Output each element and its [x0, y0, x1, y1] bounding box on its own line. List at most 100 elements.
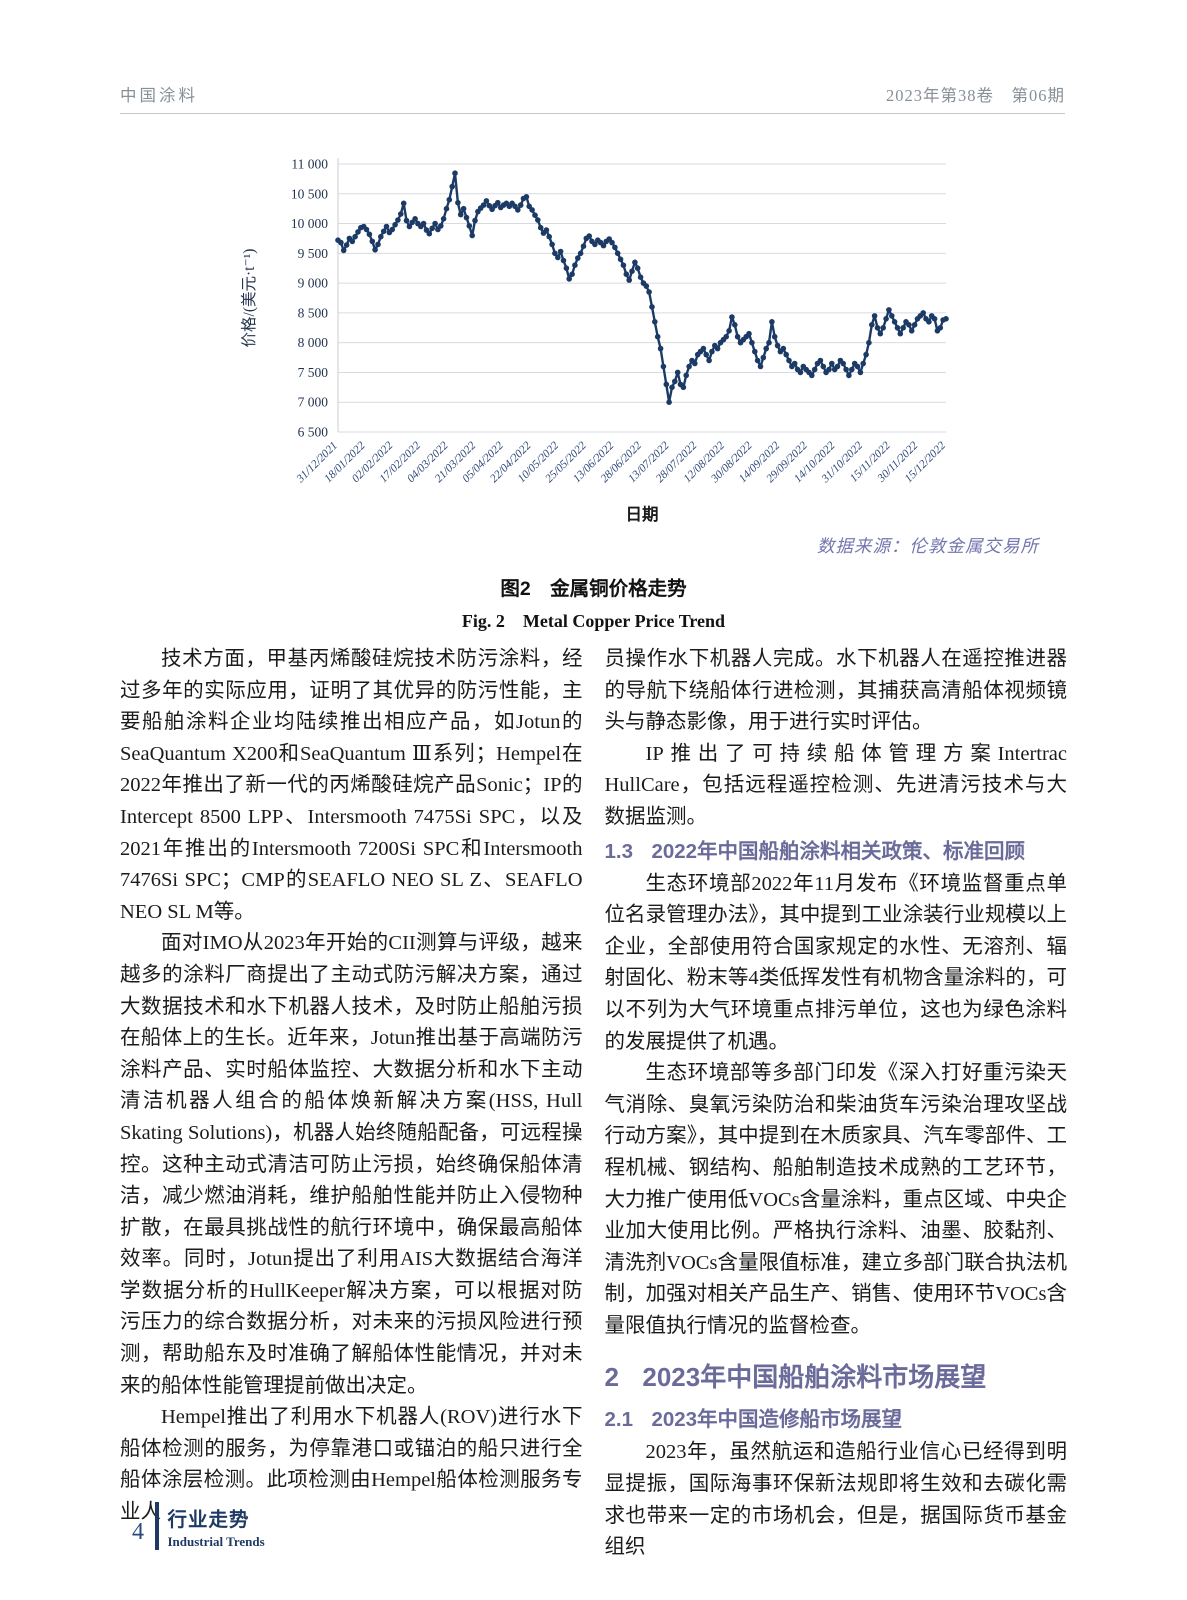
y-tick-label: 7 000 — [298, 395, 329, 410]
data-point — [555, 254, 561, 261]
data-point — [766, 339, 772, 346]
data-point — [532, 212, 538, 218]
data-point — [791, 360, 798, 367]
y-tick-label: 10 500 — [291, 186, 328, 201]
y-tick-label: 10 000 — [291, 216, 328, 231]
data-point — [700, 345, 707, 352]
data-point — [729, 314, 735, 320]
data-point — [854, 363, 861, 370]
footer-divider-bar — [155, 1502, 159, 1550]
data-point — [723, 333, 729, 340]
data-point — [860, 360, 866, 367]
data-point — [709, 348, 715, 355]
data-point — [891, 319, 898, 325]
data-point — [432, 220, 438, 227]
figure-block: 6 500 7 000 7 500 8 000 8 500 9 000 9 500 10 00… — [120, 148, 1067, 633]
data-point — [363, 226, 370, 233]
data-point — [857, 369, 864, 376]
data-point — [634, 265, 641, 271]
heading-text: 2023年中国船舶涂料市场展望 — [642, 1362, 987, 1393]
data-point — [626, 277, 632, 283]
data-point — [523, 194, 530, 200]
data-point — [340, 247, 347, 254]
data-point — [460, 205, 467, 212]
data-point — [672, 378, 678, 385]
data-point — [629, 268, 635, 274]
data-point — [426, 230, 433, 237]
data-point — [809, 372, 815, 379]
data-point — [569, 271, 575, 277]
y-tick-label: 7 500 — [298, 365, 329, 380]
data-point — [378, 233, 384, 240]
data-point — [549, 241, 555, 248]
data-point — [894, 325, 901, 331]
data-point — [680, 384, 687, 391]
data-point — [883, 316, 889, 322]
data-point — [897, 330, 904, 337]
data-point — [843, 366, 849, 373]
data-point — [937, 325, 944, 331]
data-point — [632, 259, 638, 266]
data-point — [760, 354, 767, 361]
data-point — [352, 233, 358, 240]
data-point — [563, 265, 570, 271]
data-point — [400, 200, 407, 207]
data-point — [395, 217, 401, 223]
paragraph: 生态环境部2022年11月发布《环境监督重点单位名录管理办法》，其中提到工业涂装… — [604, 872, 1068, 1053]
data-point — [466, 223, 473, 229]
data-point — [769, 319, 775, 325]
data-point — [811, 366, 818, 373]
copper-price-chart: 6 500 7 000 7 500 8 000 8 500 9 000 9 500 10 00… — [230, 148, 992, 535]
data-point — [686, 363, 692, 370]
data-point — [620, 262, 627, 268]
data-point — [392, 221, 398, 228]
data-point — [495, 199, 501, 206]
price-series-line — [336, 172, 948, 404]
data-point — [726, 328, 732, 334]
data-point — [537, 224, 544, 231]
data-point — [920, 310, 926, 316]
data-point — [649, 304, 655, 310]
paragraph: IP推出了可持续船体管理方案Intertrac HullCare，包括远程遥控检… — [604, 742, 1068, 828]
data-point — [817, 357, 824, 364]
x-axis-label: 日期 — [626, 505, 659, 524]
data-point — [389, 226, 395, 233]
data-point — [666, 399, 672, 405]
data-point — [515, 207, 521, 213]
paragraph: 技术方面，甲基丙烯酸硅烷技术防污涂料，经过多年的实际应用，证明了其优异的防污性能… — [120, 648, 583, 923]
data-point — [577, 250, 584, 257]
y-tick-label: 8 500 — [298, 305, 329, 320]
data-point — [438, 223, 444, 229]
data-point — [420, 220, 427, 227]
data-point — [869, 322, 875, 328]
data-point — [780, 345, 787, 352]
data-point — [880, 325, 886, 331]
data-point — [463, 214, 470, 221]
data-point — [572, 262, 578, 268]
data-point — [829, 360, 835, 367]
data-point — [403, 217, 410, 224]
data-point — [575, 255, 581, 261]
data-point — [900, 325, 906, 331]
paragraph: 面对IMO从2023年开始的CII测算与评级，越来越多的涂料厂商提出了主动式防污… — [120, 932, 583, 1397]
data-point — [797, 369, 804, 376]
data-point — [586, 233, 592, 239]
price-chart-svg: 6 500 7 000 7 500 8 000 8 500 9 000 9 500 10 00… — [240, 157, 949, 524]
paragraph: 生态环境部等多部门印发《深入打好重污染天气消除、臭氧污染防治和柴油货车污染治理攻… — [604, 1062, 1068, 1337]
y-tick-label: 9 500 — [298, 246, 329, 261]
data-point — [866, 339, 872, 346]
data-point — [674, 369, 681, 376]
data-point — [863, 351, 869, 358]
data-point — [529, 207, 535, 213]
section-heading-2: 2 2023年中国船舶涂料市场展望 — [605, 1360, 1068, 1394]
data-point — [820, 363, 827, 370]
page-footer: 4 行业走势 Industrial Trends — [132, 1502, 265, 1550]
data-point — [369, 238, 376, 245]
data-point — [652, 319, 658, 325]
data-point — [338, 239, 344, 246]
data-point — [911, 322, 918, 328]
data-point — [449, 183, 455, 190]
data-point — [754, 357, 761, 364]
heading-text: 2023年中国造修船市场展望 — [651, 1408, 903, 1432]
section-heading-1-3: 1.3 2022年中国船舶涂料相关政策、标准回顾 — [605, 836, 1068, 867]
